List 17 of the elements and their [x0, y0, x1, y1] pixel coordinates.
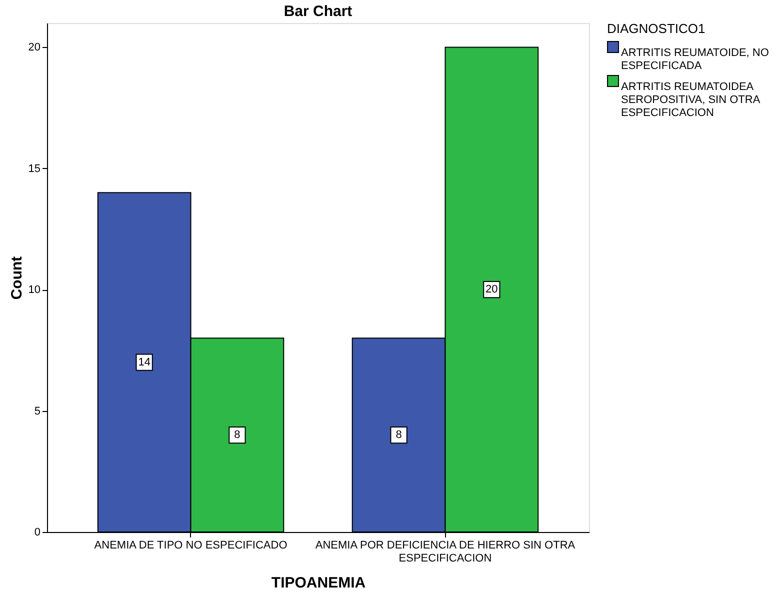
- y-tick-label: 5: [34, 405, 40, 418]
- data-label: 14: [138, 356, 150, 368]
- x-tick-label: ANEMIA DE TIPO NO ESPECIFICADO: [94, 540, 288, 552]
- data-label: 8: [234, 429, 240, 442]
- legend-label: ARTRITIS REUMATOIDE, NO ESPECIFICADA: [621, 47, 770, 72]
- legend-title: DIAGNOSTICO1: [607, 21, 706, 36]
- data-label: 8: [396, 429, 402, 442]
- y-tick-label: 15: [28, 162, 40, 175]
- x-axis-title: TIPOANEMIA: [271, 574, 366, 592]
- y-axis-title: Count: [8, 256, 26, 300]
- data-label: 20: [486, 284, 498, 296]
- y-tick-label: 20: [28, 42, 40, 54]
- y-tick-label: 0: [34, 526, 40, 538]
- chart-title: Bar Chart: [284, 3, 352, 20]
- legend-label: ARTRITIS REUMATOIDEA SEROPOSITIVA, SIN OTRA ESPECIFICACION: [621, 81, 761, 119]
- x-tick-label: ANEMIA POR DEFICIENCIA DE HIERRO SIN OTRA ESPECIFICACION: [315, 540, 576, 564]
- y-tick-label: 10: [28, 284, 40, 296]
